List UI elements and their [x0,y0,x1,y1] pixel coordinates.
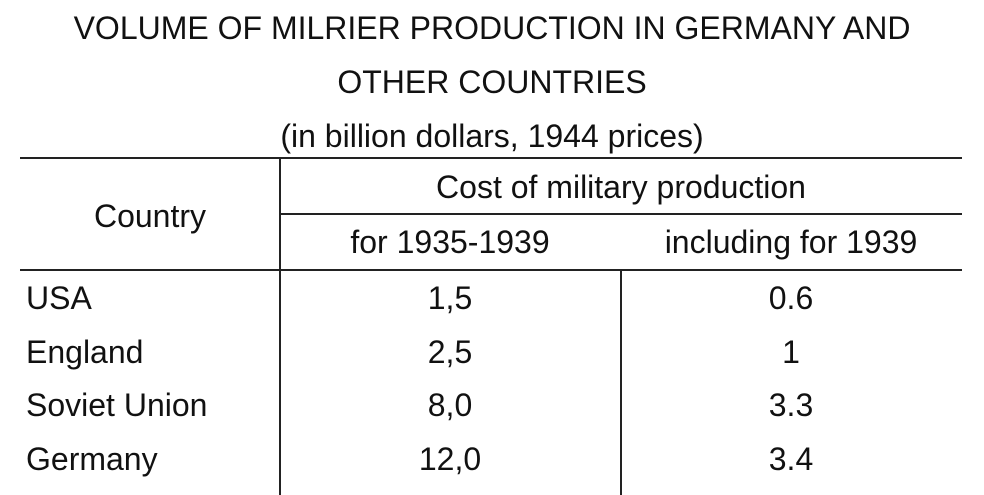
title-line-1: VOLUME OF MILRIER PRODUCTION IN GERMANY … [73,10,911,46]
row-value-1939: 0.6 [768,280,814,316]
row-value-1935-1939: 12,0 [418,441,482,477]
country-column-divider [279,157,281,495]
group-header-rule [280,213,962,215]
table-top-rule [20,157,962,159]
row-value-1935-1939: 1,5 [427,280,473,316]
row-value-1935-1939: 8,0 [427,387,473,423]
row-value-1939: 3.3 [768,387,814,423]
row-country: Soviet Union [26,387,208,423]
header-bottom-rule [20,269,962,271]
value-column-divider [620,269,622,495]
row-country: USA [26,280,92,316]
header-group: Cost of military production [436,169,806,205]
row-country: England [26,334,144,370]
title-line-2: OTHER COUNTRIES [337,64,647,100]
row-value-1939: 1 [782,334,800,370]
header-country: Country [93,198,207,234]
row-country: Germany [26,441,158,477]
row-value-1939: 3.4 [768,441,814,477]
title-subtitle: (in billion dollars, 1944 prices) [280,118,704,154]
row-value-1935-1939: 2,5 [427,334,473,370]
header-col-1: for 1935-1939 [350,224,550,260]
header-col-2: including for 1939 [664,224,918,260]
